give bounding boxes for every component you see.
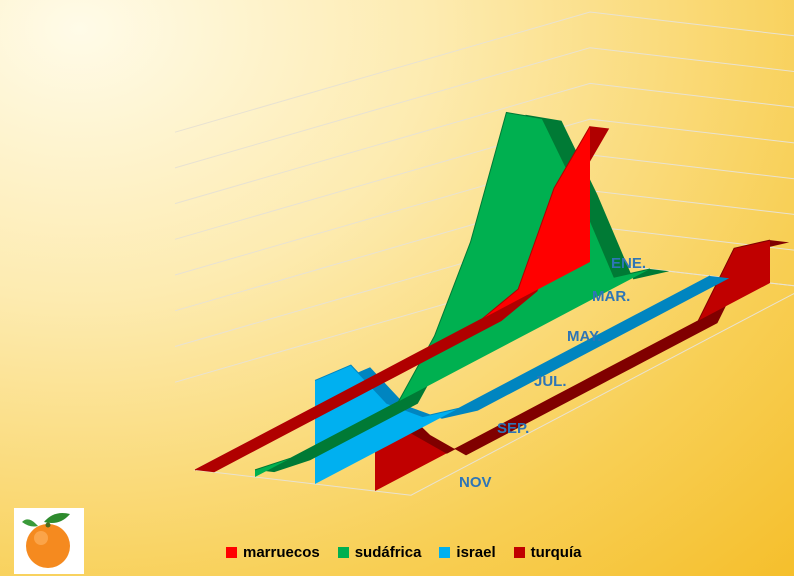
series-edge-turquía (374, 239, 771, 454)
series-face-marruecos (195, 126, 590, 471)
category-label: ENE. (611, 255, 646, 272)
category-label: MAY. (567, 328, 601, 345)
orange-icon (22, 513, 70, 568)
legend-label: sudáfrica (354, 544, 422, 561)
legend-swatch (513, 547, 525, 558)
category-label: NOV (459, 474, 492, 491)
gridline (174, 47, 794, 169)
series-edge-marruecos (194, 126, 591, 471)
series-face-turquía (375, 240, 770, 491)
series-face-sudáfrica (255, 112, 650, 477)
series-face-israel (315, 276, 710, 484)
legend-swatch (337, 547, 349, 558)
series-layer (194, 111, 790, 491)
axis-labels: 05.00010.00015.00020.00025.00030.00035.0… (459, 255, 646, 491)
legend-item: marruecos (226, 544, 320, 561)
legend-label: marruecos (243, 544, 320, 561)
gridline (174, 118, 794, 240)
legend-swatch (226, 547, 237, 558)
legend-item: turquía (513, 544, 582, 561)
gridlines (174, 11, 794, 496)
legend-swatch (439, 547, 451, 558)
gridline (174, 11, 794, 133)
legend-label: turquía (530, 544, 582, 561)
category-label: MAR. (592, 288, 630, 305)
legend-item: israel (439, 544, 496, 561)
category-label: JUL. (534, 373, 567, 390)
series-edge-israel (314, 275, 711, 418)
legend-label: israel (456, 544, 496, 561)
series-top-israel (315, 276, 730, 419)
legend: marruecos sudáfrica israel turquía (226, 544, 581, 561)
category-label: SEP. (497, 420, 529, 437)
series-top-marruecos (195, 126, 610, 473)
orange-logo (14, 508, 84, 574)
legend-item: sudáfrica (337, 544, 422, 561)
gridline (174, 82, 794, 205)
